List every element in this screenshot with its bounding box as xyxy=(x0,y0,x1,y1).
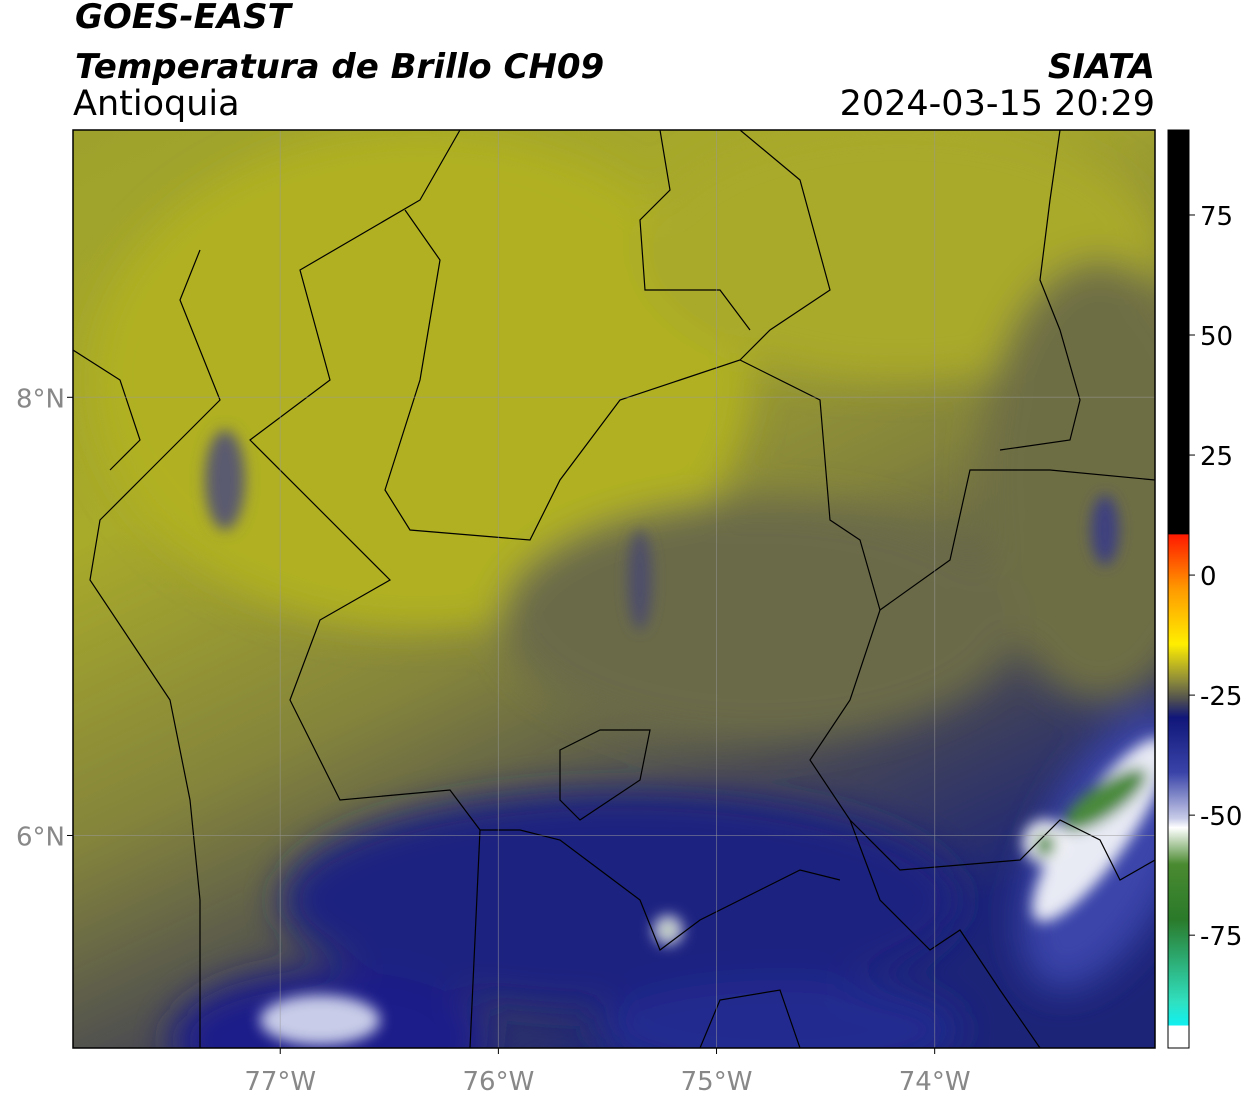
colorbar-label: 25 xyxy=(1200,442,1233,472)
colorbar-label: -75 xyxy=(1200,922,1242,952)
subtitle: Temperatura de Brillo CH09 xyxy=(75,47,604,87)
colorbar-label: 50 xyxy=(1200,322,1233,352)
x-tick-label: 76°W xyxy=(462,1067,534,1097)
colorbar-label: 0 xyxy=(1200,562,1217,592)
title: GOES-EAST xyxy=(75,0,294,37)
boundaries xyxy=(73,130,1155,1048)
colorbar-label: -25 xyxy=(1200,682,1242,712)
colorbar-label: -50 xyxy=(1200,802,1242,832)
x-tick-label: 75°W xyxy=(681,1067,753,1097)
source: SIATA xyxy=(1048,47,1155,87)
map-field xyxy=(73,130,1155,1048)
timestamp: 2024-03-15 20:29 xyxy=(840,84,1155,124)
colorbar xyxy=(1167,129,1190,1049)
grid xyxy=(73,130,1155,1048)
y-tick-label: 8°N xyxy=(16,384,65,414)
x-tick-label: 74°W xyxy=(899,1067,971,1097)
y-tick-label: 6°N xyxy=(16,822,65,852)
colorbar-label: 75 xyxy=(1200,202,1233,232)
region: Antioquia xyxy=(73,84,240,124)
map-frame xyxy=(72,129,1156,1049)
x-tick-label: 77°W xyxy=(244,1067,316,1097)
